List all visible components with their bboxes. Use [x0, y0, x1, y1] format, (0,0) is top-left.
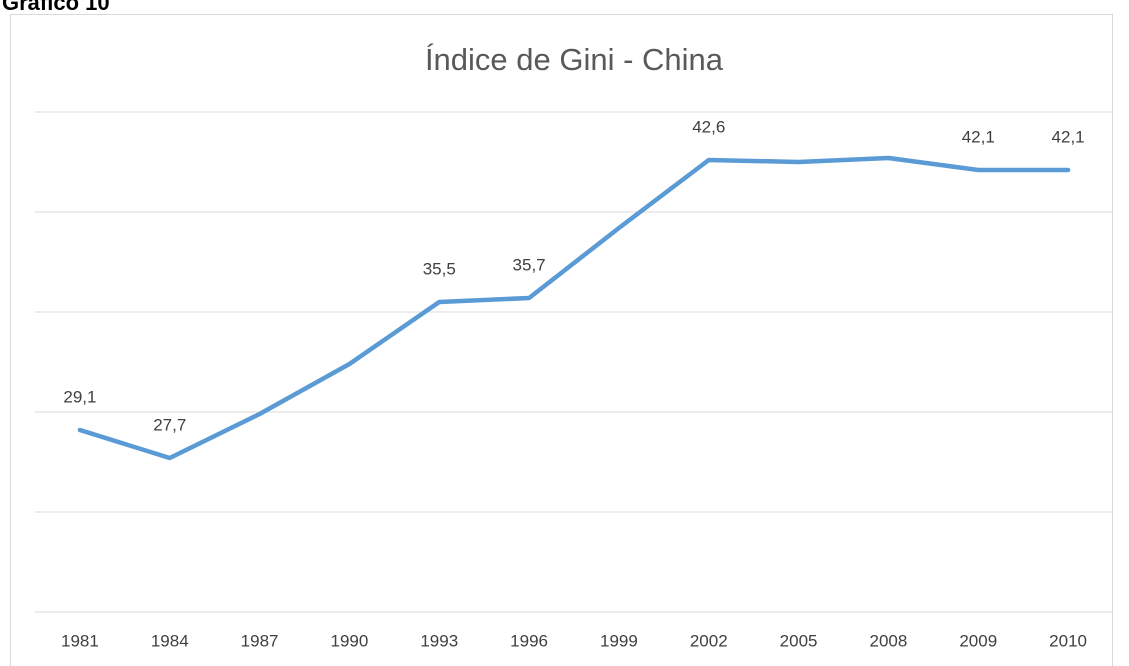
x-tick-label: 2002 — [690, 631, 728, 650]
x-tick-label: 1981 — [61, 631, 99, 650]
data-label: 35,5 — [423, 259, 456, 278]
data-label: 42,1 — [1052, 127, 1085, 146]
line — [77, 155, 1071, 461]
x-tick-label: 1990 — [331, 631, 369, 650]
x-tick-label: 1996 — [510, 631, 548, 650]
x-tick-label: 1987 — [241, 631, 279, 650]
data-label: 42,6 — [692, 117, 725, 136]
data-label: 35,7 — [513, 255, 546, 274]
heading: Gráfico 10 — [2, 0, 110, 15]
chart-title: Índice de Gini - China — [425, 42, 724, 77]
chart-frame — [10, 14, 1113, 666]
x-tick-label: 2010 — [1049, 631, 1087, 650]
x-tick-label: 2008 — [870, 631, 908, 650]
x-tick-label: 1999 — [600, 631, 638, 650]
x-tick-label: 1993 — [420, 631, 458, 650]
data-label: 27,7 — [153, 415, 186, 434]
data-label: 42,1 — [962, 127, 995, 146]
x-tick-label: 2005 — [780, 631, 818, 650]
x-tick-label: 1984 — [151, 631, 189, 650]
x-tick-label: 2009 — [959, 631, 997, 650]
data-label: 29,1 — [63, 387, 96, 406]
